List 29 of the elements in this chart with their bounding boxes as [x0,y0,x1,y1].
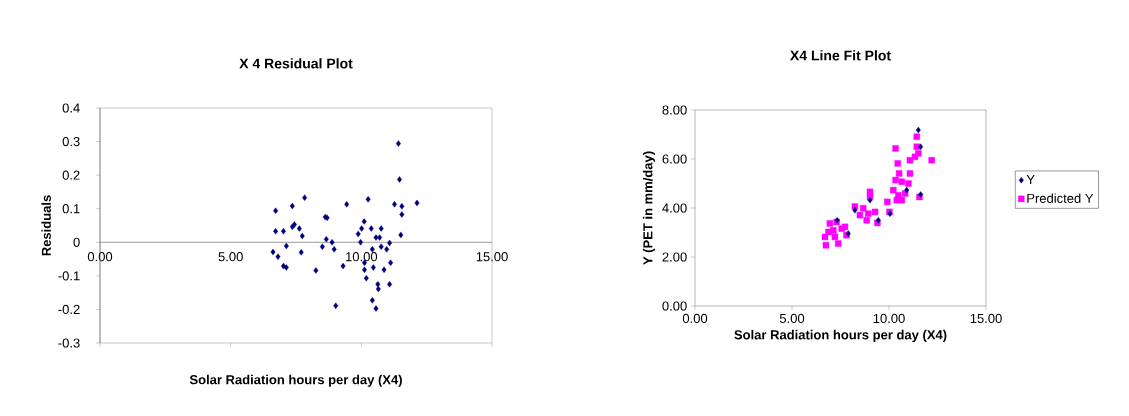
x-tick-label: 5.00 [779,313,805,323]
x-axis-title: Solar Radiation hours per day (X4) [189,374,402,387]
x-tick-label: 15.00 [970,313,1002,323]
y-tick-label: 8.00 [662,105,687,115]
legend-label: Predicted Y [1027,193,1094,203]
y-axis-title: Residuals [41,195,51,256]
legend-label: Y [1026,174,1035,184]
x-tick-label: 5.00 [218,252,243,262]
chart-title: X4 Line Fit Plot [790,50,891,61]
y-tick-label: -0.1 [58,271,80,281]
y-tick-label: 0.2 [62,170,80,180]
x-tick-label: 10.00 [346,252,378,262]
x-tick-label: 10.00 [873,313,905,323]
y-axis-title: Y (PET in mm/day) [642,151,656,265]
y-tick-label: 0.1 [62,204,80,214]
y-tick-label: 4.00 [662,203,687,213]
x-tick-label: 0.00 [682,313,708,323]
y-tick-label: 0.4 [62,103,80,113]
y-tick-label: 0.00 [662,301,687,311]
x-axis-title: Solar Radiation hours per day (X4) [734,329,947,342]
x-tick-label: 0.00 [87,252,113,262]
y-tick-label: -0.2 [58,304,80,315]
y-tick-label: 0 [73,237,80,247]
y-tick-label: 2.00 [662,252,687,262]
y-tick-label: 6.00 [662,154,687,164]
chart-title: X 4 Residual Plot [239,58,353,69]
x-tick-label: 15.00 [476,252,508,262]
y-tick-label: -0.3 [58,338,80,348]
y-tick-label: 0.3 [62,136,80,147]
